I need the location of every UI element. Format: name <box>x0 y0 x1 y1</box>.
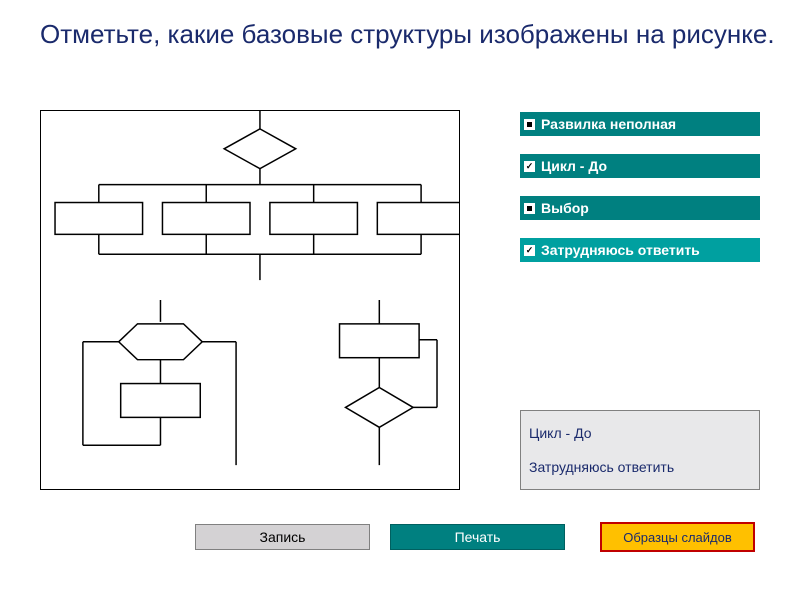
option-checkbox-0[interactable] <box>524 119 535 130</box>
option-checkbox-2[interactable] <box>524 203 535 214</box>
option-label-3: Затрудняюсь ответить <box>541 242 700 258</box>
option-1[interactable]: ✓ Цикл - До <box>520 154 760 178</box>
option-3[interactable]: ✓ Затрудняюсь ответить <box>520 238 760 262</box>
question-title: Отметьте, какие базовые структуры изобра… <box>40 18 775 52</box>
print-button[interactable]: Печать <box>390 524 565 550</box>
option-label-0: Развилка неполная <box>541 116 676 132</box>
option-label-1: Цикл - До <box>541 158 607 174</box>
answer-line-1: Цикл - До <box>529 417 751 451</box>
option-2[interactable]: Выбор <box>520 196 760 220</box>
option-label-2: Выбор <box>541 200 589 216</box>
record-button[interactable]: Запись <box>195 524 370 550</box>
option-0[interactable]: Развилка неполная <box>520 112 760 136</box>
answer-display: Цикл - До Затрудняюсь ответить <box>520 410 760 490</box>
answer-line-2: Затрудняюсь ответить <box>529 451 751 485</box>
option-checkbox-3[interactable]: ✓ <box>524 245 535 256</box>
option-checkbox-1[interactable]: ✓ <box>524 161 535 172</box>
flowchart-diagram <box>40 110 460 490</box>
slide-samples-button[interactable]: Образцы слайдов <box>600 522 755 552</box>
